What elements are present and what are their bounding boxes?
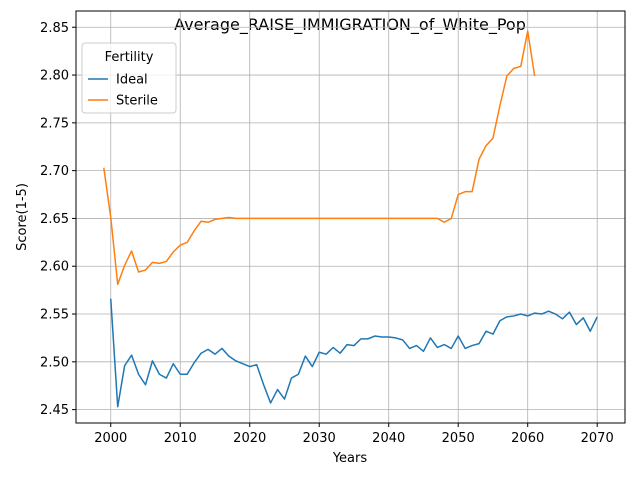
legend-box — [81, 42, 177, 114]
legend-label-sterile: Sterile — [116, 94, 158, 109]
y-tick-label: 2.65 — [40, 212, 69, 227]
series-lines — [103, 30, 598, 408]
series-line-sterile — [103, 30, 536, 286]
legend-title: Fertility — [105, 50, 154, 65]
legend: Fertility Ideal Sterile — [81, 42, 177, 114]
x-tick-label: 2010 — [164, 431, 197, 446]
x-axis-title: Years — [332, 451, 368, 466]
x-tick-label: 2070 — [581, 431, 614, 446]
x-axis: 2000 2010 2020 2030 2040 2050 2060 2070 — [94, 423, 614, 446]
y-tick-label: 2.85 — [40, 21, 69, 36]
y-tick-label: 2.70 — [40, 164, 69, 179]
series-line-ideal — [110, 298, 598, 408]
x-tick-label: 2000 — [94, 431, 127, 446]
x-tick-label: 2060 — [511, 431, 544, 446]
x-tick-label: 2020 — [233, 431, 266, 446]
x-tick-label: 2030 — [303, 431, 336, 446]
x-tick-label: 2050 — [442, 431, 475, 446]
legend-label-ideal: Ideal — [116, 73, 148, 88]
chart-title: Average_RAISE_IMMIGRATION_of_White_Pop — [174, 15, 526, 35]
y-tick-label: 2.60 — [40, 260, 69, 275]
plot-frame — [75, 10, 626, 424]
y-tick-label: 2.80 — [40, 69, 69, 84]
y-axis: 2.45 2.50 2.55 2.60 2.65 2.70 2.75 2.80 2.85 — [40, 21, 76, 418]
y-tick-label: 2.75 — [40, 116, 69, 131]
y-tick-label: 2.45 — [40, 403, 69, 418]
x-tick-label: 2040 — [372, 431, 405, 446]
y-axis-title: Score(1-5) — [15, 183, 30, 251]
y-tick-label: 2.50 — [40, 355, 69, 370]
y-tick-label: 2.55 — [40, 308, 69, 323]
